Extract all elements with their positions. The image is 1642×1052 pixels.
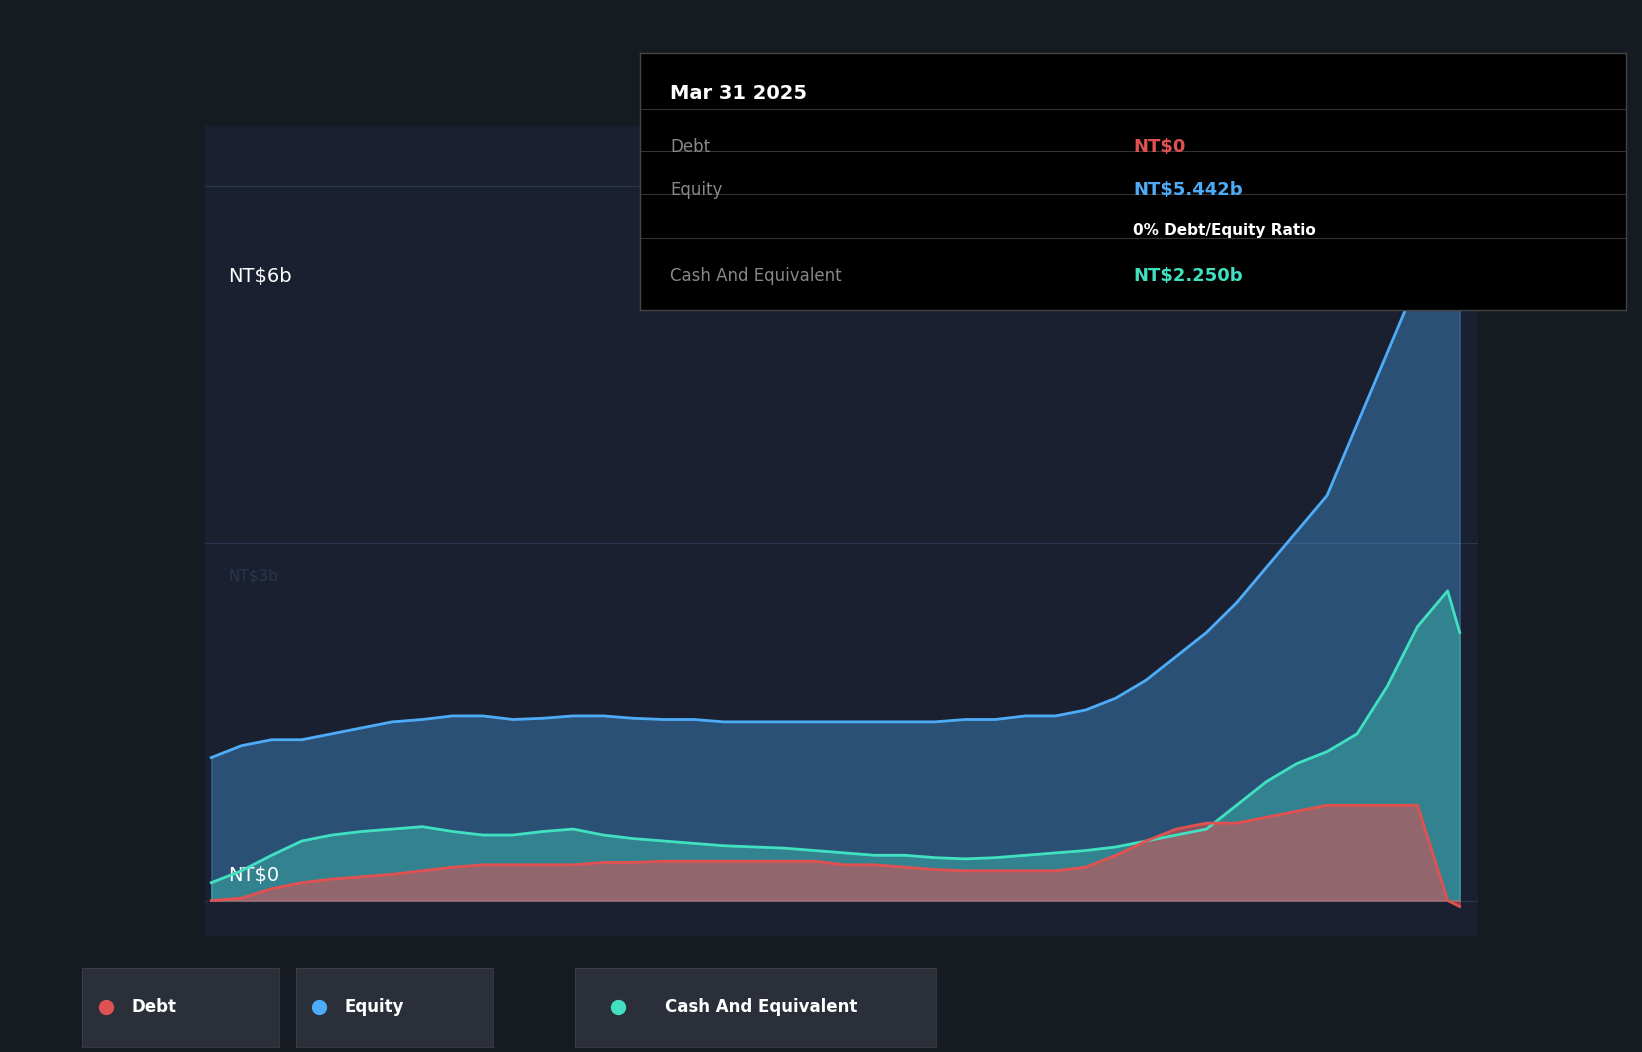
- Text: NT$6b: NT$6b: [228, 266, 292, 285]
- Text: Equity: Equity: [345, 998, 404, 1016]
- Text: Cash And Equivalent: Cash And Equivalent: [665, 998, 857, 1016]
- Text: NT$2.250b: NT$2.250b: [1133, 266, 1243, 284]
- Text: 0% Debt/Equity Ratio: 0% Debt/Equity Ratio: [1133, 223, 1315, 238]
- Text: NT$5.442b: NT$5.442b: [1133, 181, 1243, 200]
- Text: NT$0: NT$0: [228, 866, 279, 885]
- Text: Debt: Debt: [131, 998, 176, 1016]
- Text: NT$0: NT$0: [1133, 138, 1186, 156]
- Text: Cash And Equivalent: Cash And Equivalent: [670, 266, 842, 284]
- Text: NT$3b: NT$3b: [228, 568, 277, 583]
- Text: Equity: Equity: [670, 181, 722, 200]
- Text: Mar 31 2025: Mar 31 2025: [670, 83, 806, 102]
- Text: Debt: Debt: [670, 138, 709, 156]
